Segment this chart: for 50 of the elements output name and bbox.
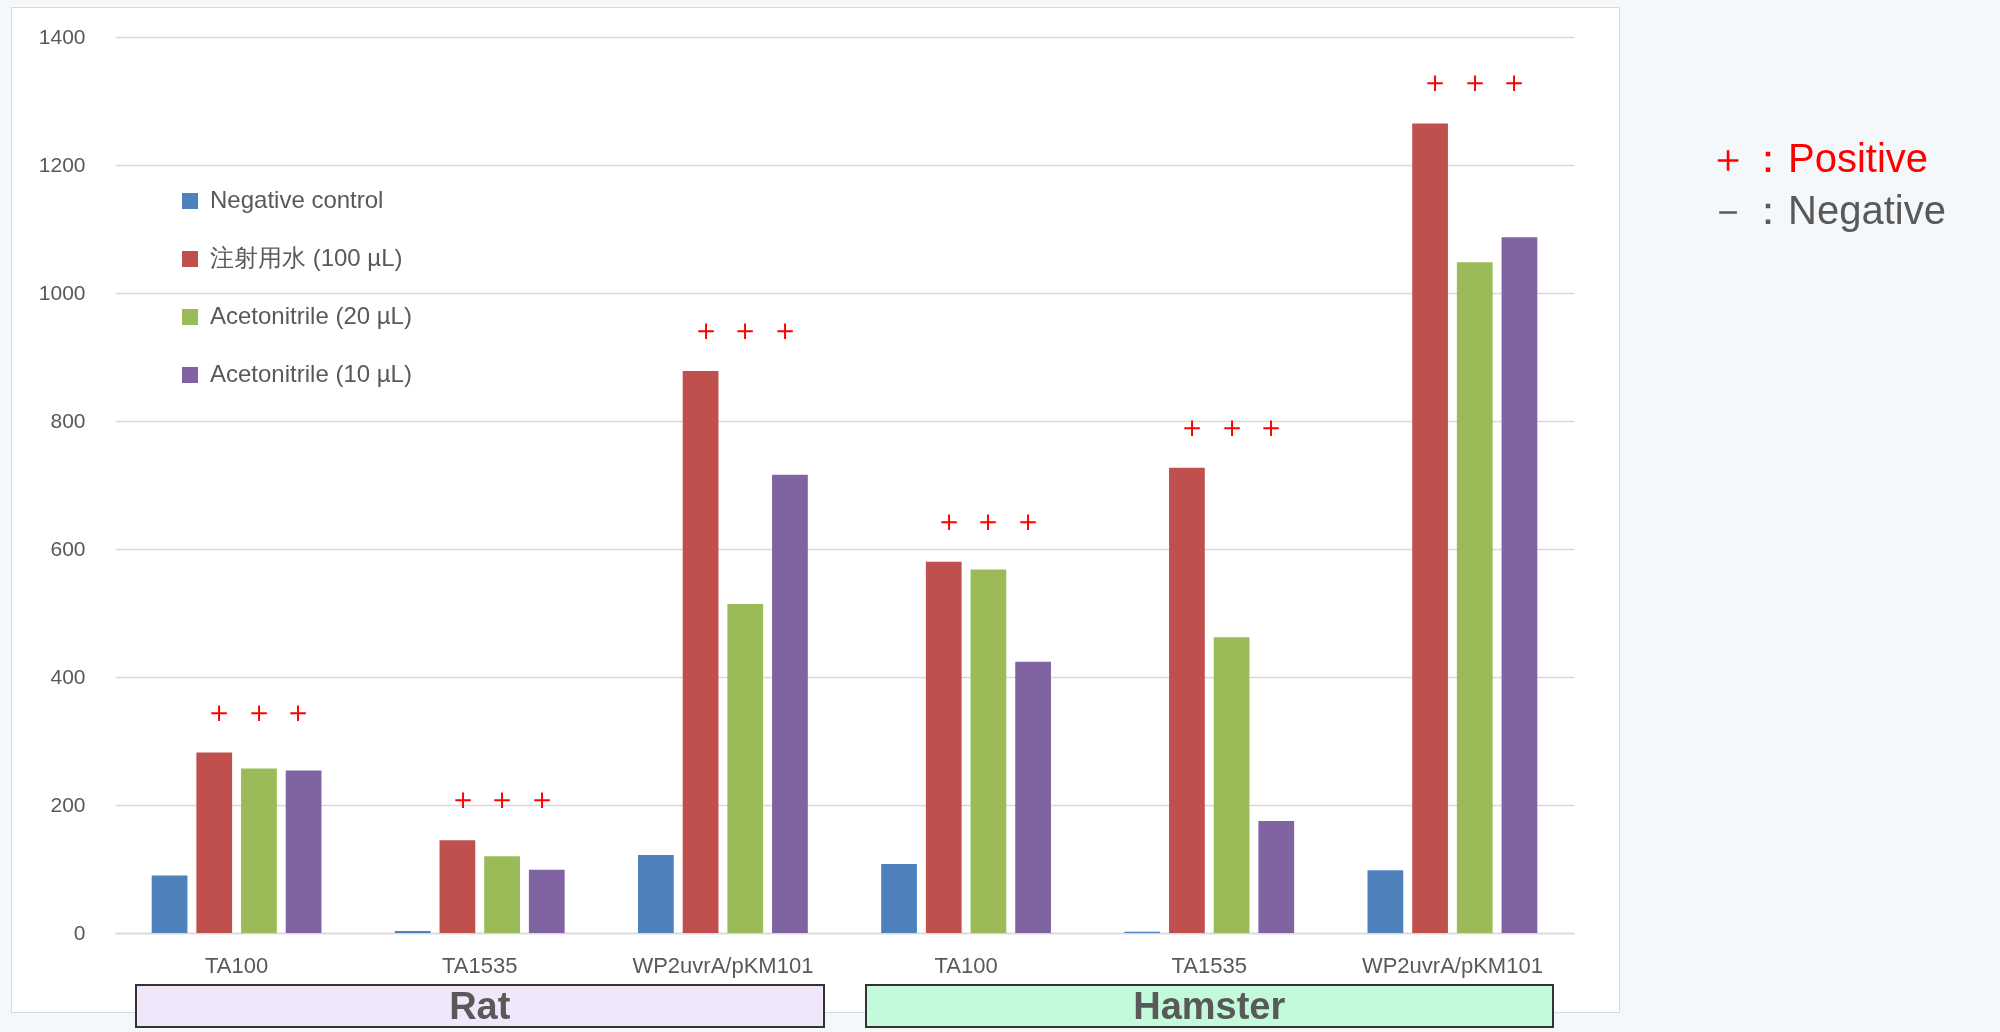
bar — [682, 371, 719, 933]
bar — [241, 768, 277, 933]
bar — [528, 869, 565, 933]
label-box: Hamster — [864, 984, 1554, 1028]
y-tick-label: 600 — [50, 536, 86, 560]
legend-label: Acetonitrile (20 µL) — [210, 302, 412, 329]
y-tick-label: 1200 — [38, 152, 86, 176]
annotation: ＋ ＋ ＋ — [1177, 408, 1287, 444]
annotation: ＋ ＋ ＋ — [447, 781, 557, 817]
bar — [881, 863, 917, 933]
bar — [1258, 821, 1295, 933]
annotation: ＋ ＋ ＋ — [204, 693, 314, 729]
bar — [1501, 237, 1538, 933]
annotation: ＋ ＋ ＋ — [1420, 64, 1530, 100]
x-tick-label: TA1535 — [442, 952, 518, 978]
bar — [1213, 637, 1250, 933]
x-tick-label: WP2uvrA/pKM101 — [632, 952, 814, 978]
text: －：Negative — [1708, 187, 1946, 234]
bar — [772, 474, 808, 933]
x-tick-label: WP2uvrA/pKM101 — [1361, 952, 1543, 978]
bar — [196, 752, 233, 933]
x-tick-label: TA1535 — [1171, 952, 1247, 978]
bar — [1015, 661, 1051, 933]
bar — [925, 561, 962, 933]
bar — [1169, 467, 1205, 933]
y-tick-label: 1000 — [38, 280, 86, 304]
bar — [727, 604, 764, 933]
text: ＋：Positive — [1708, 135, 1929, 182]
x-tick-label: TA100 — [204, 952, 269, 978]
bar — [484, 856, 520, 933]
bar — [1456, 262, 1493, 933]
bar — [970, 569, 1007, 933]
annotation: ＋ ＋ ＋ — [690, 312, 800, 348]
y-tick-label: 800 — [50, 408, 86, 432]
legend-label: 注射用水 (100 µL) — [210, 244, 403, 271]
bar — [1412, 123, 1448, 933]
bar — [638, 854, 674, 933]
x-tick-label: TA100 — [934, 952, 998, 978]
y-tick-label: 1400 — [38, 24, 86, 48]
annotation: ＋ ＋ ＋ — [933, 502, 1043, 538]
bar — [1367, 870, 1404, 933]
legend-label: Negative control — [210, 186, 384, 213]
y-tick-label: 400 — [50, 664, 86, 688]
bar — [439, 840, 476, 933]
bar — [151, 875, 188, 933]
label-box: Rat — [135, 984, 825, 1028]
legend-label: Acetonitrile (10 µL) — [210, 360, 412, 387]
y-tick-label: 200 — [50, 792, 86, 816]
y-tick-label: 0 — [73, 920, 86, 944]
bar — [285, 770, 322, 933]
